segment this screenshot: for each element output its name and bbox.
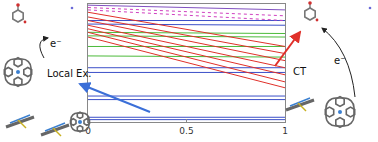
- svg-text:0: 0: [85, 126, 91, 136]
- svg-text:e⁻: e⁻: [334, 55, 345, 66]
- svg-text:1: 1: [282, 126, 288, 136]
- svg-text:0.5: 0.5: [179, 126, 193, 136]
- svg-text:CT: CT: [293, 66, 307, 77]
- svg-text:Local Ex.: Local Ex.: [47, 68, 92, 79]
- svg-text:e⁻: e⁻: [50, 38, 61, 49]
